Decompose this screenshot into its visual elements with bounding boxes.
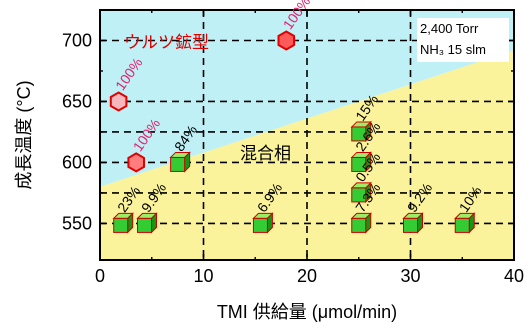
cube-marker: [454, 212, 476, 234]
cube-front-face: [170, 156, 186, 172]
region-label-wurtzite: ウルツ鉱型: [124, 33, 209, 52]
cube-front-face: [351, 156, 367, 172]
cube-marker: [252, 212, 274, 234]
y-axis-title: 成長温度 (°C): [14, 80, 34, 189]
cube-front-face: [351, 126, 367, 142]
cube-front-face: [113, 217, 129, 233]
hexagon-marker: [109, 91, 128, 112]
cube-front-face: [403, 217, 418, 233]
x-tick-label: 40: [504, 266, 524, 286]
note-background: [417, 18, 509, 62]
x-tick-label: 10: [193, 266, 213, 286]
cube-marker: [136, 212, 158, 234]
y-tick-label: 550: [62, 213, 92, 233]
note-gas: NH₃ 15 slm: [420, 42, 486, 57]
x-axis-title: TMI 供給量 (μmol/min): [217, 302, 397, 322]
cube-marker: [402, 212, 424, 234]
y-tick-label: 600: [62, 152, 92, 172]
note-pressure: 2,400 Torr: [420, 21, 479, 36]
hexagon-marker: [127, 152, 145, 173]
x-tick-label: 30: [400, 266, 420, 286]
x-tick-label: 0: [95, 266, 105, 286]
cube-front-face: [252, 217, 268, 233]
cube-marker: [350, 151, 372, 173]
cube-marker: [169, 151, 191, 173]
region-label-mixed: 混合相: [240, 144, 291, 163]
x-tick-label: 20: [297, 266, 317, 286]
cube-front-face: [137, 217, 153, 233]
hexagon-marker: [277, 30, 296, 51]
growth-conditions-note: 2,400 Torr NH₃ 15 slm: [417, 18, 509, 62]
cube-front-face: [351, 187, 367, 203]
cube-front-face: [351, 217, 367, 233]
cube-marker: [350, 181, 372, 204]
y-tick-label: 650: [62, 91, 92, 111]
cube-marker: [350, 120, 372, 143]
y-tick-label: 700: [62, 30, 92, 50]
cube-front-face: [454, 217, 470, 233]
cube-marker: [112, 212, 134, 234]
cube-marker: [350, 212, 372, 234]
